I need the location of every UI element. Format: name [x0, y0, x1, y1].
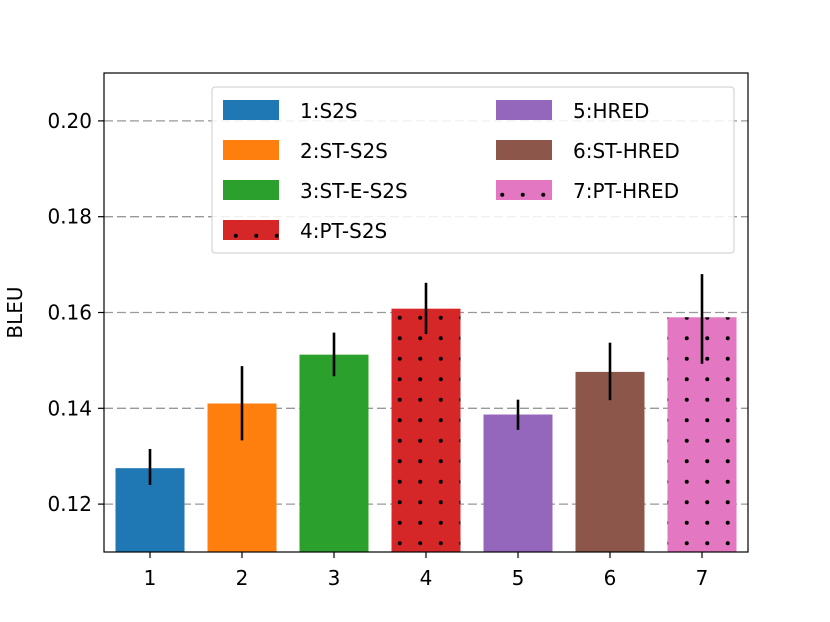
legend-label: 3:ST-E-S2S	[300, 179, 408, 203]
y-tick-label: 0.14	[47, 396, 92, 420]
legend-swatch-hatch	[496, 180, 552, 200]
bar-hatch	[391, 308, 461, 552]
legend-swatch	[223, 180, 279, 200]
y-tick-label: 0.16	[47, 301, 92, 325]
bar	[575, 371, 645, 552]
legend-swatch	[223, 100, 279, 120]
legend-swatch	[496, 140, 552, 160]
legend-box	[211, 86, 735, 254]
legend-label: 5:HRED	[573, 99, 649, 123]
legend-label: 7:PT-HRED	[573, 179, 679, 203]
x-tick-label: 5	[512, 566, 525, 590]
legend-swatch	[496, 100, 552, 120]
bar	[299, 354, 369, 552]
legend-swatch-hatch	[223, 220, 279, 240]
legend-label: 1:S2S	[300, 99, 358, 123]
legend: 1:S2S 2:ST-S2S 3:ST-E-S2S 4:PT-S2S 5:HRED 6:S…	[211, 86, 735, 254]
y-tick-label: 0.18	[47, 205, 92, 229]
axis-ticks: 0.12 0.14 0.16 0.18 0.20 1 2 3 4 5 6 7	[47, 109, 708, 590]
bar	[483, 414, 553, 552]
error-bars	[148, 274, 704, 485]
legend-label: 4:PT-S2S	[300, 219, 387, 243]
y-tick-label: 0.20	[47, 109, 92, 133]
legend-swatch	[223, 140, 279, 160]
y-axis-label: BLEU	[3, 286, 27, 338]
x-tick-label: 6	[604, 566, 617, 590]
legend-label: 2:ST-S2S	[300, 139, 388, 163]
legend-label: 6:ST-HRED	[573, 139, 680, 163]
x-tick-label: 7	[696, 566, 709, 590]
y-tick-label: 0.12	[47, 492, 92, 516]
x-tick-label: 4	[420, 566, 433, 590]
x-tick-label: 3	[328, 566, 341, 590]
x-tick-label: 2	[236, 566, 249, 590]
bars	[115, 308, 737, 552]
x-tick-label: 1	[144, 566, 157, 590]
